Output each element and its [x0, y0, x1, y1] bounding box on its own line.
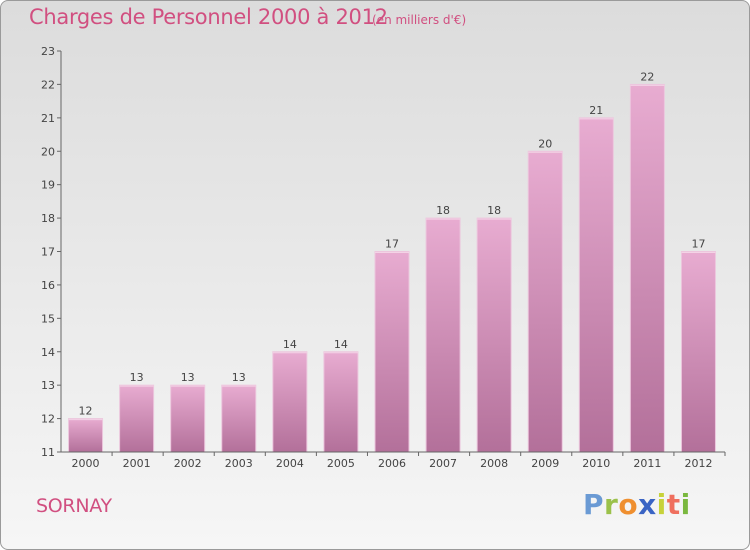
bar	[272, 351, 308, 453]
x-tick-label: 2006	[378, 457, 406, 470]
chart-subtitle: (en milliers d'€)	[372, 13, 467, 27]
x-tick-label: 2000	[72, 457, 100, 470]
x-tick-label: 2004	[276, 457, 304, 470]
axes-group: 11 12 13 14 15 16 17 18 19 20 21 22 23 12 2000 13 2001 13…	[41, 45, 726, 470]
logo-letter: P	[583, 488, 605, 521]
data-label: 20	[538, 137, 552, 150]
bar	[629, 83, 665, 453]
logo-letter: i	[680, 488, 691, 521]
data-label: 12	[79, 405, 93, 418]
chart-title: Charges de Personnel 2000 à 2012	[29, 5, 388, 29]
y-tick-label: 11	[41, 446, 55, 459]
x-tick-label: 2008	[480, 457, 508, 470]
data-label: 14	[334, 338, 348, 351]
bar	[476, 217, 512, 453]
bars-group	[68, 83, 716, 453]
y-tick-label: 23	[41, 45, 55, 58]
data-label: 22	[640, 70, 654, 83]
data-label: 13	[232, 371, 246, 384]
data-label: 13	[130, 371, 144, 384]
y-tick-label: 22	[41, 78, 55, 91]
x-tick-label: 2002	[174, 457, 202, 470]
y-tick-label: 13	[41, 379, 55, 392]
y-tick-label: 17	[41, 246, 55, 259]
logo-letter: r	[604, 488, 619, 521]
y-tick-label: 20	[41, 145, 55, 158]
bar	[578, 117, 614, 453]
y-tick-label: 15	[41, 312, 55, 325]
x-tick-label: 2012	[684, 457, 712, 470]
y-tick-label: 21	[41, 112, 55, 125]
bar	[527, 150, 563, 453]
bar	[323, 351, 359, 453]
bar	[221, 384, 257, 453]
x-tick-label: 2010	[582, 457, 610, 470]
data-label: 14	[283, 338, 297, 351]
data-label: 17	[385, 238, 399, 251]
x-tick-label: 2005	[327, 457, 355, 470]
bar	[119, 384, 155, 453]
logo-letter: x	[638, 488, 657, 521]
y-tick-label: 14	[41, 346, 55, 359]
x-tick-label: 2007	[429, 457, 457, 470]
x-tick-label: 2011	[633, 457, 661, 470]
logo-letter: o	[618, 488, 639, 521]
y-tick-label: 16	[41, 279, 55, 292]
bar	[680, 251, 716, 453]
y-tick-label: 18	[41, 212, 55, 225]
data-label: 18	[487, 204, 501, 217]
y-tick-label: 19	[41, 179, 55, 192]
bar	[374, 251, 410, 453]
x-tick-label: 2001	[123, 457, 151, 470]
city-name: SORNAY	[36, 495, 112, 517]
data-label: 17	[691, 238, 705, 251]
bar	[68, 418, 104, 453]
x-tick-label: 2009	[531, 457, 559, 470]
bar	[425, 217, 461, 453]
data-label: 13	[181, 371, 195, 384]
logo-letter: i	[656, 488, 667, 521]
logo-letter: t	[666, 488, 681, 521]
data-label: 21	[589, 104, 603, 117]
proxiti-logo[interactable]: Proxiti	[583, 488, 691, 521]
y-tick-label: 12	[41, 413, 55, 426]
data-label: 18	[436, 204, 450, 217]
bar	[170, 384, 206, 453]
x-tick-label: 2003	[225, 457, 253, 470]
